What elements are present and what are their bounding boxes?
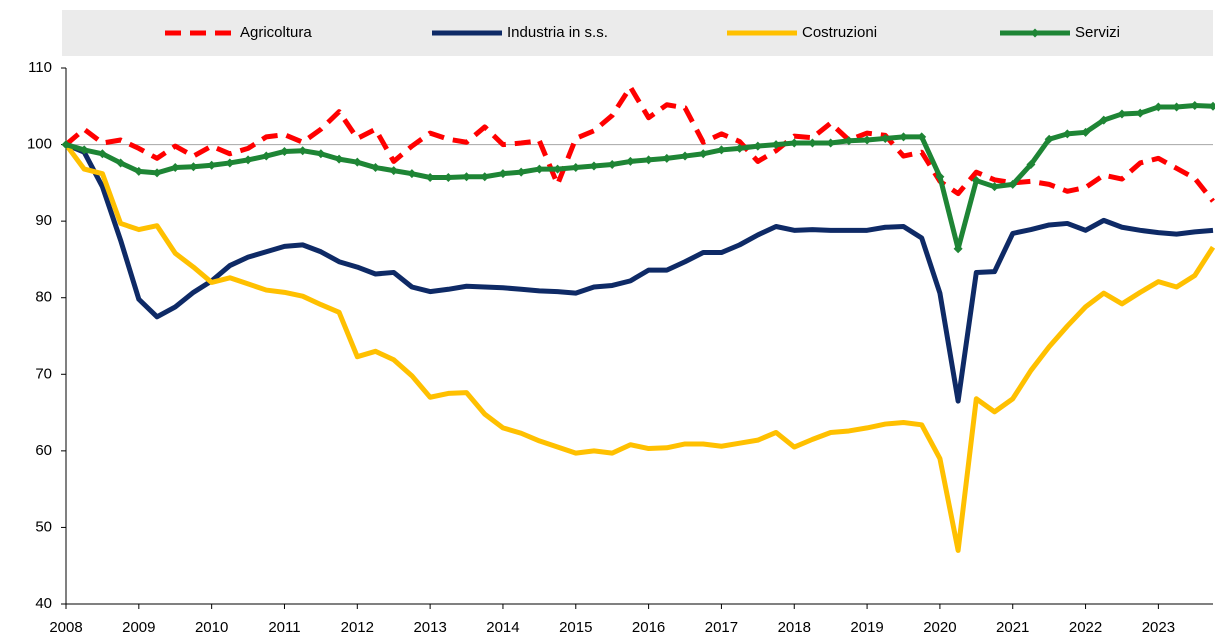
series-marker: [1099, 115, 1109, 125]
series-marker: [644, 155, 654, 165]
y-tick-label: 110: [28, 59, 52, 76]
series-marker: [170, 163, 180, 173]
x-tick-label: 2010: [195, 619, 228, 636]
series-marker: [279, 146, 289, 156]
series-marker: [1081, 127, 1091, 137]
series-marker: [716, 145, 726, 155]
series-marker: [61, 140, 71, 150]
series-line: [65, 142, 1214, 404]
series-marker: [698, 149, 708, 159]
series-marker: [243, 155, 253, 165]
series-marker: [498, 169, 508, 179]
y-tick-label: 50: [35, 518, 52, 535]
series-marker: [116, 158, 126, 168]
series-line: [64, 84, 1215, 203]
x-tick-label: 2014: [486, 619, 519, 636]
series-marker: [389, 166, 399, 176]
y-tick-label: 80: [35, 289, 52, 306]
series-marker: [1172, 102, 1182, 112]
series-marker: [735, 143, 745, 153]
x-tick-label: 2020: [923, 619, 956, 636]
series-marker: [316, 149, 326, 159]
series-marker: [425, 172, 435, 182]
legend-label: Costruzioni: [802, 24, 877, 41]
series-marker: [225, 158, 235, 168]
series-line: [65, 103, 1214, 252]
series-marker: [990, 182, 1000, 192]
series-marker: [480, 172, 490, 182]
series-marker: [188, 162, 198, 172]
series-marker: [662, 153, 672, 163]
y-tick-label: 100: [27, 136, 52, 153]
series-marker: [753, 141, 763, 151]
x-tick-label: 2018: [778, 619, 811, 636]
x-tick-label: 2022: [1069, 619, 1102, 636]
series-marker: [97, 149, 107, 159]
series-marker: [352, 157, 362, 167]
series-marker: [134, 166, 144, 176]
series-marker: [680, 151, 690, 161]
series-marker: [607, 159, 617, 169]
x-tick-label: 2017: [705, 619, 738, 636]
series-marker: [1026, 159, 1036, 169]
x-tick-label: 2008: [49, 619, 82, 636]
series-marker: [334, 154, 344, 164]
x-tick-label: 2013: [413, 619, 446, 636]
series-marker: [553, 164, 563, 174]
x-tick-label: 2015: [559, 619, 592, 636]
series-marker: [789, 138, 799, 148]
series-marker: [771, 140, 781, 150]
series-marker: [862, 135, 872, 145]
series-marker: [79, 145, 89, 155]
series-marker: [1153, 102, 1163, 112]
series-marker: [589, 161, 599, 171]
x-tick-label: 2012: [341, 619, 374, 636]
series-marker: [625, 156, 635, 166]
legend-label: Industria in s.s.: [507, 24, 608, 41]
legend-label: Agricoltura: [240, 24, 312, 41]
series-marker: [1208, 101, 1215, 111]
series-marker: [1062, 129, 1072, 139]
series-marker: [1008, 179, 1018, 189]
x-tick-label: 2016: [632, 619, 665, 636]
x-tick-label: 2021: [996, 619, 1029, 636]
legend-marker: [1030, 28, 1040, 38]
series-marker: [152, 168, 162, 178]
y-tick-label: 90: [35, 212, 52, 229]
x-tick-label: 2011: [268, 619, 300, 636]
series-marker: [1135, 108, 1145, 118]
series-marker: [298, 146, 308, 156]
x-tick-label: 2019: [850, 619, 883, 636]
series-marker: [880, 133, 890, 143]
series-marker: [534, 164, 544, 174]
y-tick-label: 60: [35, 442, 52, 459]
series-marker: [971, 176, 981, 186]
series-marker: [917, 132, 927, 142]
y-tick-label: 70: [35, 365, 52, 382]
series-marker: [935, 172, 945, 182]
series-marker: [261, 151, 271, 161]
series-marker: [807, 138, 817, 148]
series-marker: [844, 136, 854, 146]
legend-label: Servizi: [1075, 24, 1120, 41]
series-marker: [1117, 109, 1127, 119]
series-marker: [898, 132, 908, 142]
series-marker: [371, 163, 381, 173]
series-line: [63, 143, 1215, 553]
series-marker: [953, 244, 963, 254]
series-marker: [1190, 101, 1200, 111]
series-marker: [826, 138, 836, 148]
series-marker: [462, 172, 472, 182]
series-marker: [1044, 134, 1054, 144]
series-marker: [516, 167, 526, 177]
series-marker: [207, 160, 217, 170]
x-tick-label: 2023: [1142, 619, 1175, 636]
series-marker: [443, 172, 453, 182]
x-tick-label: 2009: [122, 619, 155, 636]
series-marker: [407, 169, 417, 179]
series-marker: [571, 163, 581, 173]
y-tick-label: 40: [35, 595, 52, 612]
